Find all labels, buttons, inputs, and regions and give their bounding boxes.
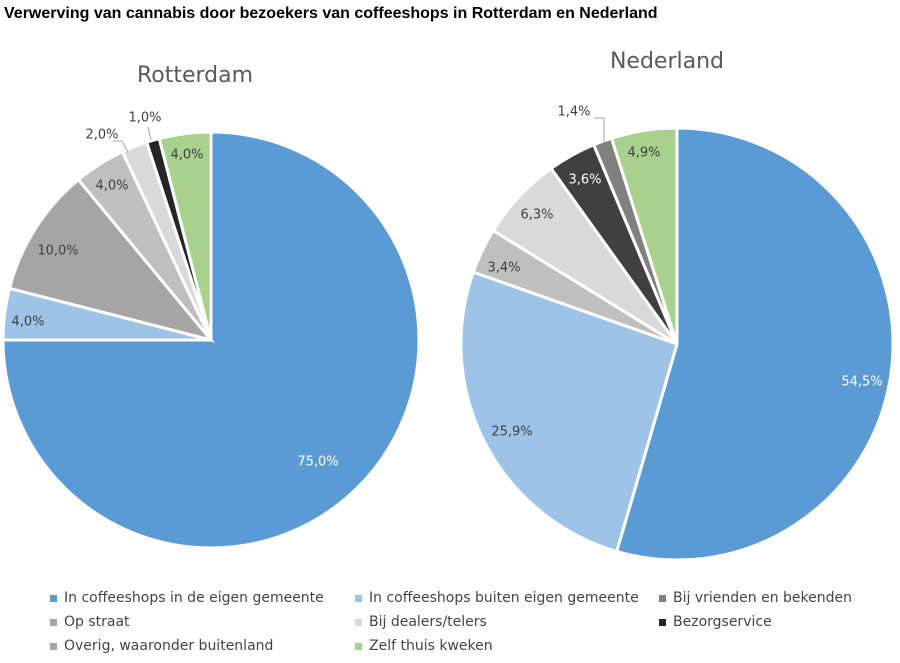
legend-swatch: [50, 642, 57, 650]
legend-item: In coffeeshops in de eigen gemeente: [50, 590, 324, 606]
data-label: 4,0%: [95, 179, 128, 194]
legend-swatch: [355, 618, 362, 626]
data-label: 4,9%: [627, 146, 660, 161]
pie-chart-nederland: Nederland 54,5% 25,9% 3,4% 6,3% 3,6% 1,4% 4,9%: [459, 49, 895, 562]
data-label: 75,0%: [297, 455, 338, 470]
legend-item: Op straat: [50, 614, 130, 630]
leader-line: [113, 140, 129, 153]
pie-slice: [7, 177, 216, 343]
pie-slice: [157, 130, 213, 341]
pie-slice: [614, 126, 895, 562]
data-label: 6,3%: [520, 208, 553, 223]
data-label: 3,6%: [568, 173, 601, 188]
legend-label: Op straat: [64, 614, 130, 630]
legend-swatch: [355, 642, 362, 650]
pie-slice: [1, 130, 421, 550]
legend-label: Overig, waaronder buitenland: [64, 638, 274, 654]
pie-slice: [609, 126, 679, 345]
data-label: 1,0%: [128, 111, 161, 126]
data-label: 1,4%: [557, 105, 590, 120]
data-label: 25,9%: [491, 425, 532, 440]
data-label: 54,5%: [841, 375, 882, 390]
legend-label: Bij vrienden en bekenden: [673, 590, 852, 606]
legend-label: In coffeeshops in de eigen gemeente: [64, 590, 324, 606]
pie-charts: Rotterdam 75,0% 4,0% 10,0% 4,0% 2,0% 1,0% 4,0% N…: [1, 49, 895, 562]
legend-item: In coffeeshops buiten eigen gemeente: [355, 590, 639, 606]
data-label: 3,4%: [487, 261, 520, 276]
legend-swatch: [659, 618, 666, 626]
legend: In coffeeshops in de eigen gemeente In co…: [0, 586, 900, 663]
chart-title: Rotterdam: [137, 63, 253, 88]
leader-line: [594, 117, 605, 142]
legend-swatch: [50, 594, 57, 602]
data-label: 2,0%: [85, 128, 118, 143]
data-label: 4,0%: [11, 315, 44, 330]
legend-item: Bij vrienden en bekenden: [659, 590, 852, 606]
legend-swatch: [50, 618, 57, 626]
page-title: Verwerving van cannabis door bezoekers v…: [4, 5, 658, 22]
pie-chart-rotterdam: Rotterdam 75,0% 4,0% 10,0% 4,0% 2,0% 1,0% 4,0%: [1, 63, 421, 550]
legend-item: Zelf thuis kweken: [355, 638, 493, 654]
legend-label: Bezorgservice: [673, 614, 772, 630]
data-label: 10,0%: [37, 244, 78, 259]
legend-swatch: [659, 594, 666, 602]
legend-label: Zelf thuis kweken: [369, 638, 493, 654]
legend-item: Overig, waaronder buitenland: [50, 638, 273, 654]
legend-label: Bij dealers/telers: [369, 614, 487, 630]
data-label: 4,0%: [170, 148, 203, 163]
legend-item: Bij dealers/telers: [355, 614, 487, 630]
legend-item: Bezorgservice: [659, 614, 772, 630]
legend-label: In coffeeshops buiten eigen gemeente: [369, 590, 639, 606]
leader-line: [147, 126, 152, 141]
pie-slice: [459, 270, 679, 554]
chart-title: Nederland: [610, 49, 724, 74]
legend-swatch: [355, 594, 362, 602]
